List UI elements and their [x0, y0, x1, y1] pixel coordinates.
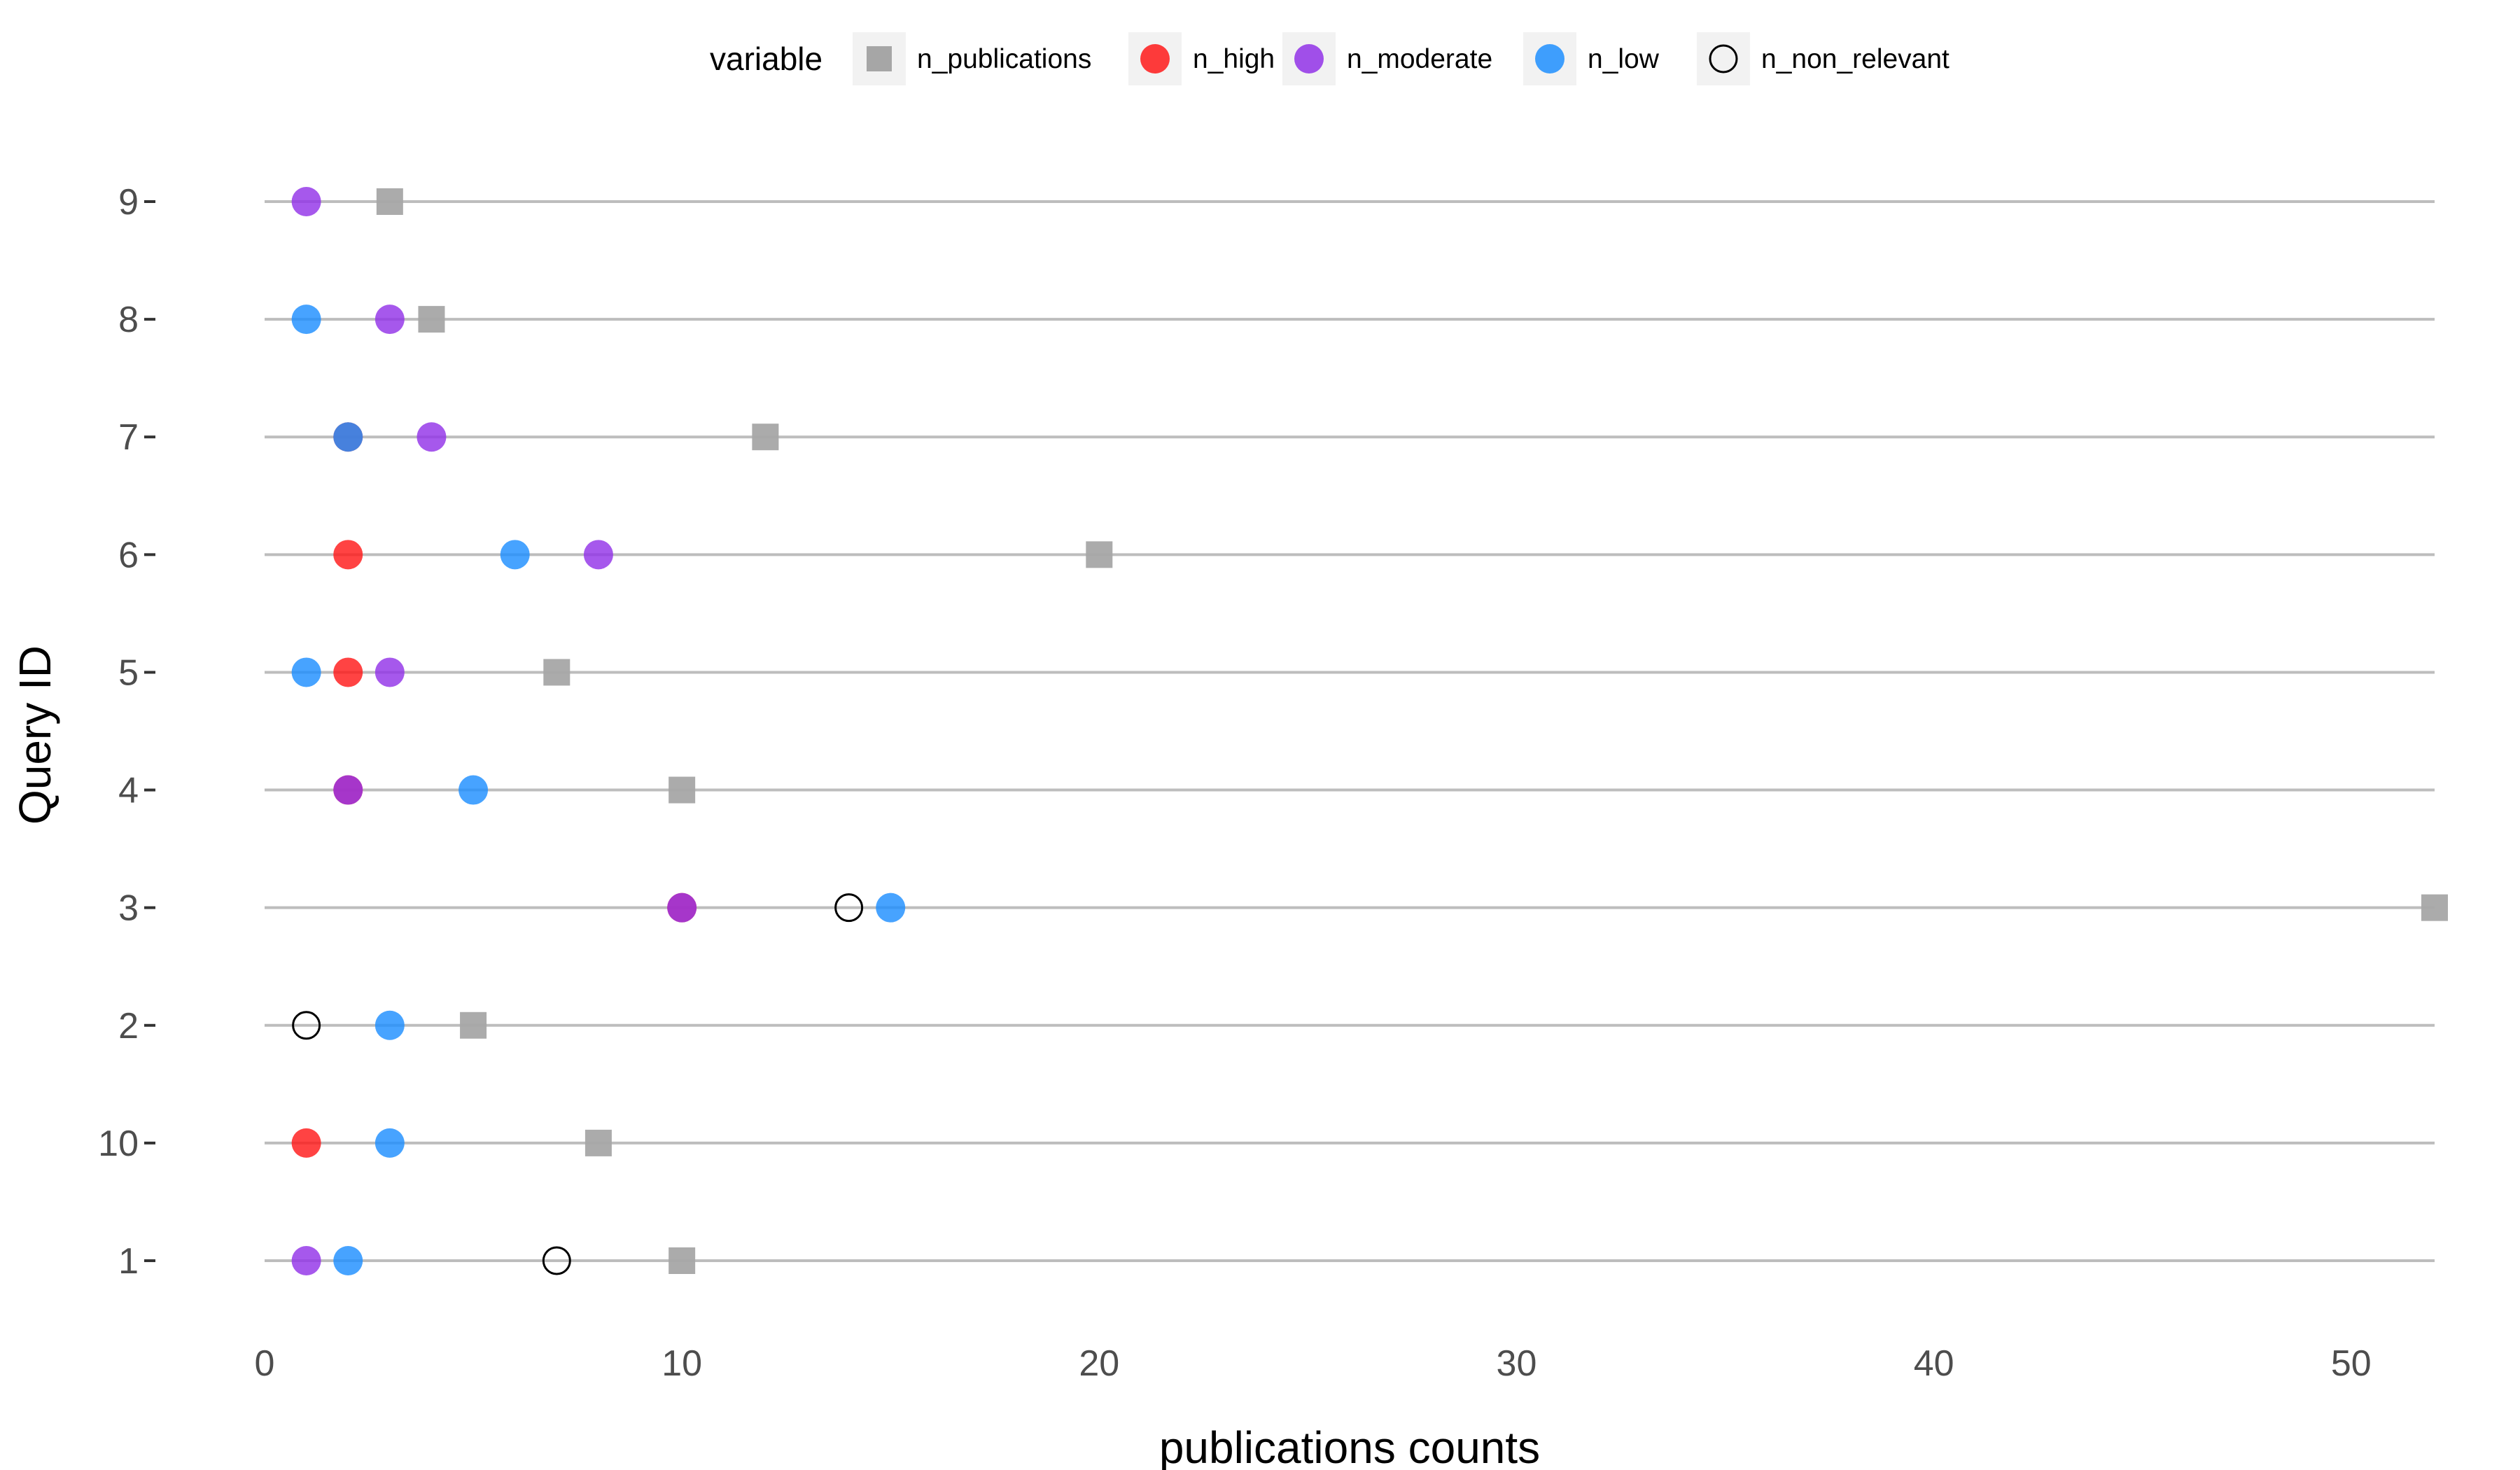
- point-n_non_relevant-query-2: [292, 1011, 321, 1040]
- point-n_publications-query-5: [543, 659, 570, 686]
- y-tick-label-query-8: 8: [118, 300, 139, 340]
- x-tick-label-10: 10: [662, 1343, 702, 1384]
- legend-key-n_high: [1140, 44, 1170, 74]
- point-n_publications-query-6: [1086, 541, 1113, 568]
- data-points: [291, 187, 2448, 1275]
- point-n_publications-query-1: [668, 1247, 696, 1274]
- x-axis: 0 10 20 30 40 50: [255, 1343, 2372, 1384]
- x-axis-title: publications counts: [1159, 1422, 1540, 1470]
- y-tick-label-query-5: 5: [118, 652, 139, 693]
- point-n_low-query-4: [458, 775, 489, 805]
- point-n_publications-query-2: [460, 1011, 487, 1039]
- point-n_moderate-query-1: [291, 1246, 321, 1275]
- point-n_high-query-6: [333, 540, 363, 570]
- point-n_publications-query-7: [752, 424, 779, 451]
- legend-title: variable: [710, 41, 822, 77]
- point-n_low-query-6: [500, 540, 530, 570]
- y-tick-label-query-1: 1: [118, 1241, 139, 1282]
- y-tick-label-query-4: 4: [118, 771, 139, 811]
- point-n_publications-query-8: [418, 306, 445, 333]
- legend-key-n_publications: [867, 46, 892, 71]
- point-n_publications-query-3: [2421, 894, 2448, 921]
- point-n_low-query-2: [374, 1010, 405, 1040]
- point-n_low-query-3: [876, 892, 906, 923]
- legend-label-n_non_relevant: n_non_relevant: [1761, 44, 1949, 74]
- point-n_moderate-query-6: [583, 540, 613, 570]
- point-n_moderate-query-9: [291, 187, 321, 216]
- point-n_moderate-query-3: [667, 892, 697, 923]
- point-n_low-query-1: [333, 1246, 363, 1275]
- legend-key-n_moderate: [1294, 44, 1324, 74]
- y-tick-label-query-7: 7: [118, 417, 139, 458]
- point-n_non_relevant-query-1: [542, 1246, 571, 1275]
- point-n_non_relevant-query-3: [834, 893, 864, 923]
- point-n_moderate-query-7: [416, 422, 447, 452]
- x-tick-label-30: 30: [1497, 1343, 1537, 1384]
- y-tick-label-query-9: 9: [118, 182, 139, 223]
- x-tick-label-20: 20: [1079, 1343, 1119, 1384]
- legend-label-n_low: n_low: [1588, 44, 1660, 74]
- x-tick-label-50: 50: [2331, 1343, 2372, 1384]
- point-n_publications-query-4: [668, 776, 696, 804]
- y-tick-label-query-6: 6: [118, 535, 139, 575]
- gridlines: [265, 200, 2435, 1262]
- legend-label-n_moderate: n_moderate: [1347, 44, 1492, 74]
- legend-key-n_low: [1535, 44, 1564, 74]
- y-axis-title: Query ID: [10, 645, 60, 825]
- point-n_publications-query-9: [376, 188, 403, 215]
- x-tick-label-40: 40: [1914, 1343, 1954, 1384]
- legend-key-n_non_relevant: [1709, 44, 1738, 74]
- legend-key-bg-n_non_relevant: [1697, 32, 1750, 85]
- point-n_low-query-10: [374, 1128, 405, 1158]
- y-tick-label-query-2: 2: [118, 1006, 139, 1046]
- point-n_low-query-5: [291, 657, 321, 687]
- point-n_publications-query-10: [584, 1129, 612, 1156]
- point-n_moderate-query-8: [374, 304, 405, 335]
- point-n_low-query-7: [333, 422, 363, 452]
- legend-label-n_publications: n_publications: [917, 44, 1091, 74]
- point-n_high-query-10: [291, 1128, 321, 1158]
- y-tick-label-query-10: 10: [98, 1124, 139, 1164]
- legend: variable n_publications n_high n_moderate n_…: [710, 32, 1949, 85]
- y-tick-label-query-3: 3: [118, 888, 139, 929]
- point-n_low-query-8: [291, 304, 321, 335]
- point-n_moderate-query-4: [333, 775, 363, 805]
- x-tick-label-0: 0: [255, 1343, 275, 1384]
- legend-label-n_high: n_high: [1193, 44, 1275, 74]
- y-axis: 1 10 2 3 4 5 6 7 8 9: [98, 182, 155, 1282]
- point-n_high-query-5: [333, 657, 363, 687]
- point-n_moderate-query-5: [374, 657, 405, 687]
